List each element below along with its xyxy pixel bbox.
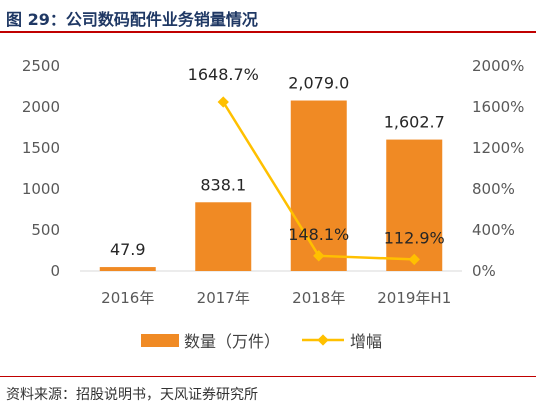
y-left-tick-label: 2000 <box>22 98 60 116</box>
y-left-tick-label: 0 <box>50 262 60 280</box>
figure-title: 图 29：公司数码配件业务销量情况 <box>6 10 258 29</box>
bar-data-label: 47.9 <box>110 240 146 259</box>
y-right-tick-label: 400% <box>472 221 515 239</box>
legend-swatch-marker <box>317 334 329 346</box>
bar <box>290 100 347 271</box>
x-tick-label: 2019年H1 <box>377 289 451 307</box>
y-right-tick-label: 800% <box>472 180 515 198</box>
line-series: 1648.7% 148.1% 112.9% <box>188 65 445 266</box>
y-left-tick-label: 500 <box>31 221 60 239</box>
left-axis: 0 500 1000 1500 2000 2500 <box>22 57 60 280</box>
source-note: 资料来源：招股说明书，天风证券研究所 <box>6 387 258 403</box>
bar <box>195 202 252 271</box>
y-left-tick-label: 1500 <box>22 139 60 157</box>
x-tick-label: 2016年 <box>101 289 154 307</box>
legend: 数量（万件） 增幅 <box>141 332 382 351</box>
y-right-tick-label: 0% <box>472 262 496 280</box>
growth-point-marker <box>313 250 325 262</box>
bar-series: 47.9 838.1 2,079.0 1,602.7 <box>99 74 445 271</box>
line-data-label: 1648.7% <box>188 65 259 84</box>
legend-label-bar: 数量（万件） <box>184 332 280 351</box>
footer-rule <box>0 376 536 377</box>
y-left-tick-label: 1000 <box>22 180 60 198</box>
bar <box>99 267 156 271</box>
y-right-tick-label: 1600% <box>472 98 524 116</box>
x-tick-label: 2017年 <box>197 289 250 307</box>
legend-label-line: 增幅 <box>350 332 382 351</box>
x-tick-label: 2018年 <box>292 289 345 307</box>
growth-point-marker <box>408 253 420 266</box>
line-data-label: 148.1% <box>288 225 349 244</box>
right-axis: 0% 400% 800% 1200% 1600% 2000% <box>472 57 524 280</box>
bar-data-label: 2,079.0 <box>288 74 349 93</box>
y-right-tick-label: 1200% <box>472 139 524 157</box>
bar-data-label: 838.1 <box>200 175 246 194</box>
line-data-label: 112.9% <box>384 228 445 247</box>
y-left-tick-label: 2500 <box>22 57 60 75</box>
x-axis: 2016年 2017年 2018年 2019年H1 <box>101 289 451 307</box>
growth-point-marker <box>217 96 229 108</box>
bar-data-label: 1,602.7 <box>384 113 445 132</box>
title-rule <box>0 31 536 33</box>
y-right-tick-label: 2000% <box>472 57 524 75</box>
bar <box>386 139 443 271</box>
chart: 0 500 1000 1500 2000 2500 0% 400% 800% 1200% 1600… <box>22 57 525 351</box>
legend-swatch-bar <box>141 334 179 347</box>
